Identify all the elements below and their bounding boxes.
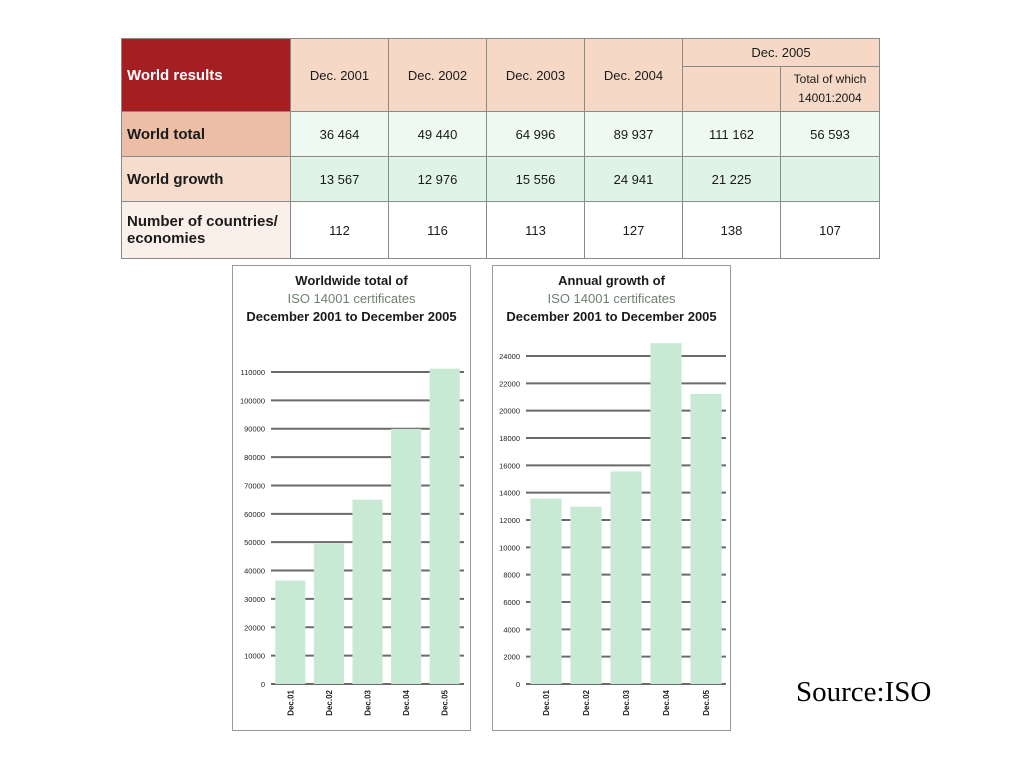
y-tick-label: 70000: [244, 481, 265, 490]
row-label-world-growth: World growth: [121, 156, 291, 202]
bar-dec01: [530, 498, 562, 684]
header-dec-2003: Dec. 2003: [486, 38, 585, 112]
table-row: Number of countries/ economies 112 116 1…: [121, 201, 881, 259]
chart-title-line1: Worldwide total of: [295, 273, 408, 288]
chart-title: Annual growth of ISO 14001 certificates …: [493, 272, 730, 326]
y-tick-label: 14000: [499, 489, 520, 498]
x-tick-label: Dec.02: [325, 689, 334, 715]
header-dec-2001: Dec. 2001: [290, 38, 389, 112]
y-tick-label: 80000: [244, 453, 265, 462]
y-tick-label: 16000: [499, 461, 520, 470]
table-corner-label: World results: [121, 38, 291, 112]
table-cell: 64 996: [486, 111, 585, 157]
table-cell: 24 941: [584, 156, 683, 202]
x-tick-label: Dec.01: [542, 689, 551, 715]
y-tick-label: 2000: [503, 653, 520, 662]
y-tick-label: 8000: [503, 571, 520, 580]
bar-dec02: [570, 506, 602, 684]
chart-title-line3: December 2001 to December 2005: [246, 309, 457, 324]
bar-dec04: [391, 428, 422, 684]
chart-title: Worldwide total of ISO 14001 certificate…: [233, 272, 470, 326]
y-tick-label: 10000: [499, 543, 520, 552]
bar-dec03: [610, 471, 642, 684]
x-tick-label: Dec.02: [582, 689, 591, 715]
table-cell: 116: [388, 201, 487, 259]
y-tick-label: 40000: [244, 567, 265, 576]
table-cell: [779, 156, 881, 202]
chart-title-line3: December 2001 to December 2005: [506, 309, 717, 324]
bar-dec03: [352, 499, 383, 684]
y-tick-label: 50000: [244, 538, 265, 547]
table-cell: 56 593: [779, 111, 881, 157]
table-row: World growth 13 567 12 976 15 556 24 941…: [121, 156, 881, 202]
y-tick-label: 22000: [499, 379, 520, 388]
table-cell: 15 556: [486, 156, 585, 202]
x-tick-label: Dec.01: [286, 689, 295, 715]
x-tick-label: Dec.04: [402, 689, 411, 715]
table-cell: 111 162: [682, 111, 781, 157]
y-tick-label: 0: [261, 680, 265, 689]
bar-dec04: [650, 343, 682, 684]
x-tick-label: Dec.04: [662, 689, 671, 715]
y-tick-label: 20000: [244, 623, 265, 632]
chart-worldwide-total: 0 10000 20000 30000 40000 50000 60000 70000 8000…: [240, 368, 464, 716]
y-tick-label: 20000: [499, 407, 520, 416]
table-cell: 112: [290, 201, 389, 259]
row-label-world-total: World total: [121, 111, 291, 157]
chart-panel-annual-growth: Annual growth of ISO 14001 certificates …: [492, 265, 731, 731]
chart-title-line2: ISO 14001 certificates: [287, 291, 416, 306]
y-tick-label: 60000: [244, 510, 265, 519]
table-cell: 127: [584, 201, 683, 259]
x-tick-label: Dec.05: [441, 689, 450, 715]
bar-dec05: [690, 393, 722, 684]
table-row: World total 36 464 49 440 64 996 89 937 …: [121, 111, 881, 157]
header-dec-2004: Dec. 2004: [584, 38, 683, 112]
chart-annual-growth: 0 2000 4000 6000 8000 10000 12000 14000 16000 180…: [499, 343, 726, 716]
header-dec-2005-total: [682, 66, 781, 112]
y-tick-label: 24000: [499, 352, 520, 361]
source-label: Source:ISO: [796, 676, 932, 708]
y-tick-label: 30000: [244, 595, 265, 604]
y-tick-label: 90000: [244, 425, 265, 434]
table-cell: 13 567: [290, 156, 389, 202]
y-tick-label: 6000: [503, 598, 520, 607]
table-cell: 21 225: [682, 156, 781, 202]
bar-dec02: [313, 543, 344, 684]
header-dec-2005: Dec. 2005: [681, 38, 881, 67]
y-tick-label: 12000: [499, 516, 520, 525]
header-dec-2005-which: Total of which 14001:2004: [779, 66, 881, 112]
x-tick-label: Dec.05: [702, 689, 711, 715]
table-cell: 12 976: [388, 156, 487, 202]
x-tick-label: Dec.03: [364, 689, 373, 715]
results-table: World results Dec. 2001 Dec. 2002 Dec. 2…: [121, 38, 881, 259]
y-tick-label: 100000: [240, 396, 265, 405]
table-cell: 36 464: [290, 111, 389, 157]
chart-title-line1: Annual growth of: [558, 273, 665, 288]
table-cell: 107: [779, 201, 881, 259]
row-label-countries: Number of countries/ economies: [121, 201, 291, 259]
y-tick-label: 10000: [244, 652, 265, 661]
y-tick-label: 4000: [503, 625, 520, 634]
bar-dec01: [275, 580, 306, 684]
y-tick-label: 110000: [241, 368, 265, 377]
header-dec-2002: Dec. 2002: [388, 38, 487, 112]
table-cell: 138: [682, 201, 781, 259]
table-cell: 49 440: [388, 111, 487, 157]
y-tick-label: 0: [516, 680, 520, 689]
table-cell: 113: [486, 201, 585, 259]
chart-title-line2: ISO 14001 certificates: [547, 291, 676, 306]
table-cell: 89 937: [584, 111, 683, 157]
x-tick-label: Dec.03: [622, 689, 631, 715]
bar-dec05: [429, 368, 460, 684]
chart-panel-worldwide-total: Worldwide total of ISO 14001 certificate…: [232, 265, 471, 731]
y-tick-label: 18000: [499, 434, 520, 443]
